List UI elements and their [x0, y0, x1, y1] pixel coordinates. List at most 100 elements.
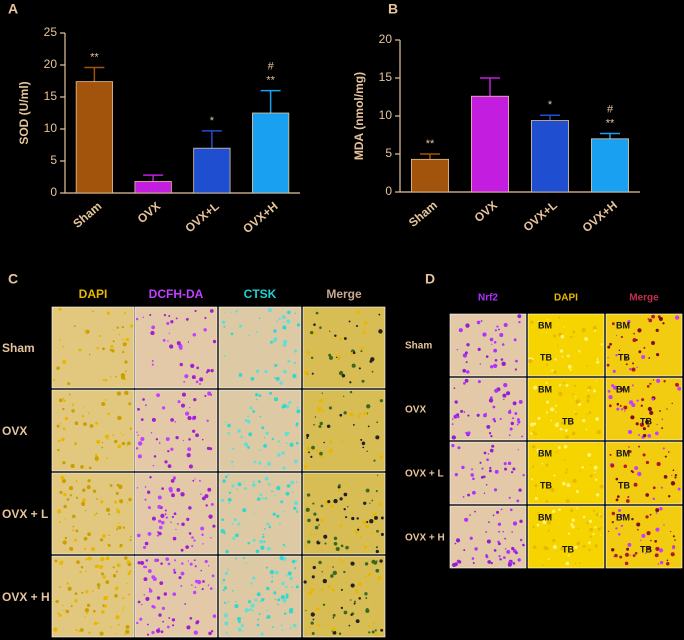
- texture-dot: [354, 530, 359, 534]
- texture-dot: [625, 363, 628, 366]
- texture-dot: [492, 405, 496, 409]
- texture-dot: [503, 398, 505, 400]
- texture-dot: [631, 384, 634, 387]
- texture-dot: [661, 418, 663, 420]
- texture-dot: [351, 516, 355, 521]
- texture-dot: [282, 321, 285, 323]
- texture-dot: [268, 525, 272, 529]
- texture-dot: [375, 490, 378, 493]
- texture-dot: [490, 561, 493, 565]
- tissue-label: BM: [616, 320, 630, 330]
- texture-dot: [75, 629, 78, 632]
- texture-dot: [238, 373, 243, 377]
- column-header: Merge: [629, 293, 659, 304]
- texture-dot: [662, 447, 665, 450]
- texture-dot: [319, 326, 322, 329]
- texture-dot: [657, 563, 660, 565]
- texture-dot: [142, 398, 145, 401]
- texture-dot: [567, 364, 572, 369]
- texture-dot: [363, 501, 367, 505]
- texture-dot: [567, 532, 570, 535]
- texture-dot: [106, 457, 108, 460]
- texture-dot: [112, 340, 115, 343]
- texture-dot: [141, 603, 143, 606]
- texture-dot: [356, 517, 359, 520]
- texture-dot: [588, 541, 591, 545]
- texture-dot: [323, 441, 325, 444]
- texture-dot: [364, 575, 367, 578]
- texture-dot: [507, 461, 512, 466]
- texture-dot: [69, 494, 73, 497]
- texture-dot: [243, 480, 245, 483]
- texture-dot: [596, 430, 602, 435]
- texture-dot: [646, 385, 650, 388]
- texture-dot: [635, 338, 638, 342]
- texture-dot: [105, 556, 110, 561]
- texture-dot: [312, 502, 315, 505]
- tissue-label: BM: [616, 448, 630, 458]
- texture-dot: [158, 519, 162, 523]
- texture-dot: [285, 574, 288, 577]
- texture-dot: [57, 448, 60, 452]
- texture-dot: [315, 518, 320, 522]
- texture-dot: [347, 506, 349, 508]
- tissue-label: BM: [616, 512, 630, 522]
- texture-dot: [651, 397, 655, 401]
- texture-dot: [466, 431, 471, 435]
- texture-dot: [636, 366, 638, 368]
- texture-dot: [149, 313, 152, 317]
- texture-dot: [375, 435, 380, 440]
- texture-dot: [479, 461, 482, 464]
- texture-dot: [373, 459, 376, 462]
- texture-dot: [340, 577, 342, 579]
- texture-dot: [282, 466, 286, 470]
- texture-dot: [642, 433, 647, 438]
- texture-dot: [642, 427, 646, 431]
- texture-dot: [624, 552, 630, 557]
- texture-dot: [536, 523, 540, 527]
- texture-dot: [512, 401, 517, 406]
- texture-dot: [194, 309, 197, 313]
- texture-dot: [192, 479, 195, 482]
- texture-dot: [348, 614, 351, 617]
- texture-dot: [479, 363, 481, 365]
- texture-dot: [230, 332, 234, 336]
- texture-dot: [476, 413, 480, 417]
- texture-dot: [230, 312, 232, 314]
- texture-dot: [649, 410, 654, 416]
- texture-dot: [497, 328, 500, 331]
- texture-dot: [620, 408, 624, 411]
- texture-dot: [631, 362, 635, 365]
- texture-dot: [175, 528, 177, 531]
- texture-dot: [237, 627, 242, 632]
- texture-dot: [503, 322, 508, 328]
- texture-dot: [359, 526, 361, 529]
- texture-dot: [167, 464, 172, 469]
- texture-dot: [143, 594, 146, 596]
- texture-dot: [594, 544, 598, 548]
- texture-dot: [171, 618, 176, 622]
- texture-dot: [547, 558, 550, 561]
- texture-dot: [313, 512, 317, 516]
- texture-dot: [641, 355, 646, 359]
- texture-dot: [200, 493, 202, 495]
- significance-mark: *: [210, 115, 215, 127]
- texture-dot: [189, 406, 191, 409]
- texture-dot: [210, 502, 214, 506]
- texture-dot: [465, 323, 470, 328]
- texture-dot: [558, 508, 561, 512]
- texture-dot: [160, 520, 165, 525]
- texture-dot: [212, 524, 216, 528]
- texture-dot: [254, 513, 256, 515]
- texture-dot: [168, 315, 171, 318]
- texture-dot: [97, 586, 100, 590]
- texture-dot: [566, 483, 571, 488]
- texture-dot: [125, 629, 130, 634]
- texture-dot: [368, 631, 371, 634]
- y-tick-label: 10: [44, 121, 58, 135]
- texture-dot: [112, 574, 117, 578]
- texture-dot: [374, 515, 378, 520]
- texture-dot: [636, 522, 641, 527]
- texture-dot: [180, 585, 183, 587]
- bar: [591, 138, 630, 193]
